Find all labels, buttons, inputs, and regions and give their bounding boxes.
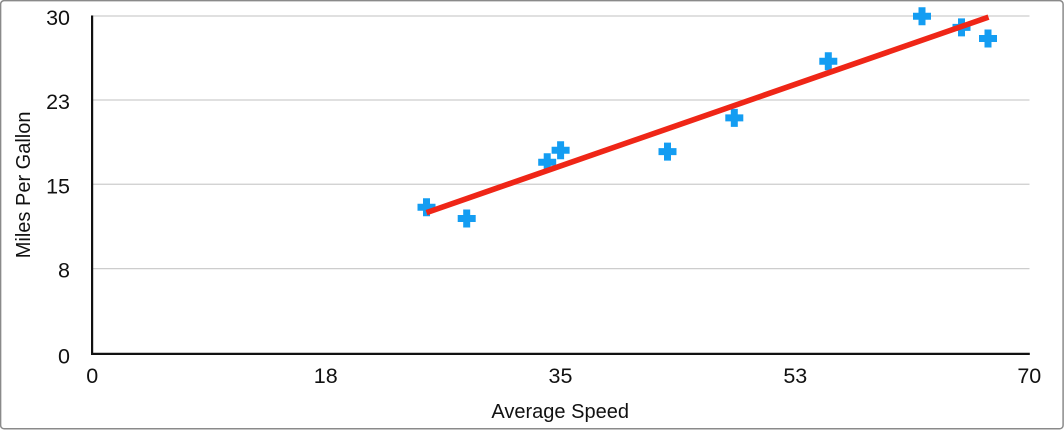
svg-text:18: 18 — [314, 364, 338, 388]
svg-text:53: 53 — [783, 364, 807, 388]
svg-text:Miles Per Gallon: Miles Per Gallon — [13, 112, 35, 259]
svg-text:35: 35 — [549, 364, 573, 388]
svg-text:70: 70 — [1017, 364, 1041, 388]
svg-text:0: 0 — [58, 344, 70, 368]
svg-text:15: 15 — [46, 174, 70, 198]
svg-text:0: 0 — [86, 364, 98, 388]
svg-text:30: 30 — [46, 6, 70, 30]
svg-text:8: 8 — [58, 259, 70, 283]
svg-text:Average Speed: Average Speed — [491, 401, 629, 423]
svg-text:23: 23 — [46, 90, 70, 114]
